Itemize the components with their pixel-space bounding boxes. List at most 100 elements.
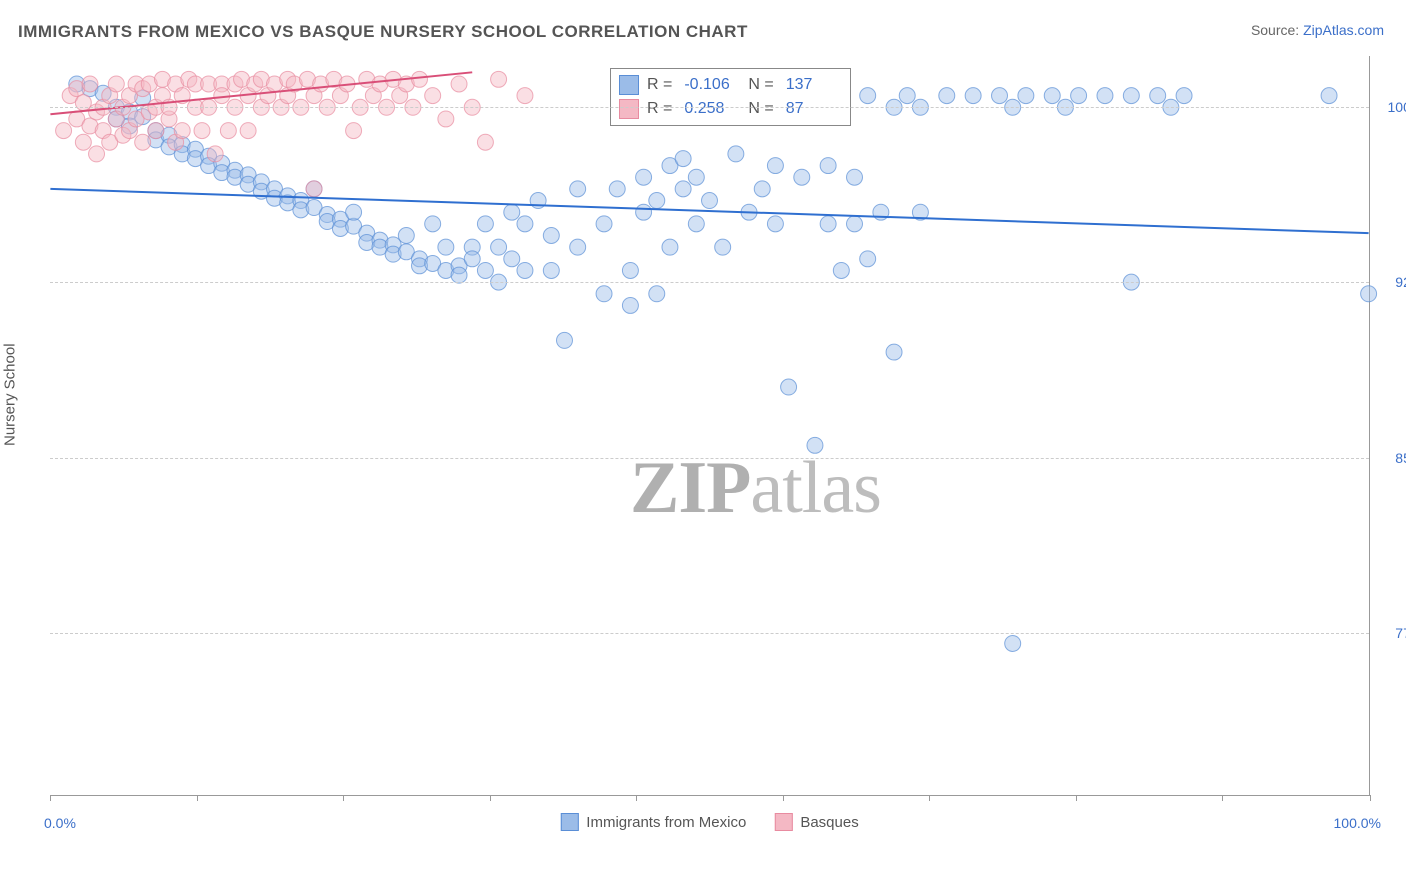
x-tick-mark	[1222, 795, 1223, 801]
data-point	[1071, 88, 1087, 104]
data-point	[622, 297, 638, 313]
data-point	[135, 134, 151, 150]
data-point	[491, 239, 507, 255]
x-axis-max-label: 100.0%	[1334, 815, 1381, 831]
plot-svg	[50, 56, 1369, 795]
data-point	[754, 181, 770, 197]
series-swatch-mexico	[560, 813, 578, 831]
data-point	[807, 437, 823, 453]
data-point	[1018, 88, 1034, 104]
series-legend-item-mexico: Immigrants from Mexico	[560, 813, 746, 831]
y-tick-label: 100.0%	[1388, 99, 1406, 115]
data-point	[1321, 88, 1337, 104]
series-label-mexico: Immigrants from Mexico	[586, 814, 746, 831]
data-point	[781, 379, 797, 395]
data-point	[504, 251, 520, 267]
data-point	[517, 262, 533, 278]
data-point	[1150, 88, 1166, 104]
data-point	[820, 216, 836, 232]
gridline-h	[50, 107, 1369, 108]
data-point	[412, 71, 428, 87]
legend-row-mexico: R = -0.106 N = 137	[619, 73, 842, 97]
data-point	[75, 134, 91, 150]
data-point	[715, 239, 731, 255]
data-point	[477, 262, 493, 278]
data-point	[346, 204, 362, 220]
x-tick-mark	[929, 795, 930, 801]
data-point	[438, 239, 454, 255]
x-tick-mark	[197, 795, 198, 801]
data-point	[82, 76, 98, 92]
data-point	[702, 193, 718, 209]
data-point	[649, 286, 665, 302]
source-attribution: Source: ZipAtlas.com	[1251, 22, 1384, 38]
source-link[interactable]: ZipAtlas.com	[1303, 22, 1384, 38]
correlation-legend: R = -0.106 N = 137 R = 0.258 N = 87	[610, 68, 851, 126]
data-point	[1361, 286, 1377, 302]
data-point	[965, 88, 981, 104]
y-tick-label: 92.5%	[1395, 274, 1406, 290]
x-tick-mark	[636, 795, 637, 801]
legend-n-value-mexico: 137	[786, 76, 842, 94]
data-point	[148, 123, 164, 139]
data-point	[860, 251, 876, 267]
data-point	[398, 228, 414, 244]
x-tick-mark	[490, 795, 491, 801]
y-tick-label: 77.5%	[1395, 625, 1406, 641]
data-point	[847, 216, 863, 232]
data-point	[688, 169, 704, 185]
y-axis-label: Nursery School	[2, 343, 19, 446]
legend-r-label: R =	[647, 76, 672, 94]
data-point	[477, 134, 493, 150]
data-point	[886, 344, 902, 360]
data-point	[451, 76, 467, 92]
x-axis-min-label: 0.0%	[44, 815, 76, 831]
x-tick-mark	[50, 795, 51, 801]
legend-row-basques: R = 0.258 N = 87	[619, 97, 842, 121]
data-point	[220, 123, 236, 139]
x-tick-mark	[343, 795, 344, 801]
source-label: Source:	[1251, 22, 1303, 38]
legend-n-label: N =	[748, 76, 773, 94]
data-point	[425, 216, 441, 232]
data-point	[425, 88, 441, 104]
data-point	[438, 111, 454, 127]
data-point	[464, 251, 480, 267]
data-point	[1005, 635, 1021, 651]
data-point	[477, 216, 493, 232]
data-point	[504, 204, 520, 220]
data-point	[596, 286, 612, 302]
data-point	[675, 181, 691, 197]
data-point	[992, 88, 1008, 104]
x-tick-mark	[783, 795, 784, 801]
data-point	[767, 216, 783, 232]
data-point	[860, 88, 876, 104]
y-tick-label: 85.0%	[1395, 450, 1406, 466]
data-point	[214, 88, 230, 104]
gridline-h	[50, 633, 1369, 634]
data-point	[609, 181, 625, 197]
data-point	[557, 332, 573, 348]
data-point	[688, 216, 704, 232]
data-point	[596, 216, 612, 232]
x-tick-mark	[1076, 795, 1077, 801]
data-point	[570, 239, 586, 255]
data-point	[820, 158, 836, 174]
legend-swatch-mexico	[619, 75, 639, 95]
data-point	[207, 146, 223, 162]
data-point	[194, 123, 210, 139]
data-point	[108, 76, 124, 92]
data-point	[306, 181, 322, 197]
series-label-basques: Basques	[800, 814, 858, 831]
data-point	[240, 123, 256, 139]
series-legend: Immigrants from Mexico Basques	[560, 813, 858, 831]
data-point	[491, 71, 507, 87]
data-point	[89, 146, 105, 162]
data-point	[794, 169, 810, 185]
data-point	[451, 267, 467, 283]
data-point	[570, 181, 586, 197]
data-point	[622, 262, 638, 278]
data-point	[174, 123, 190, 139]
data-point	[899, 88, 915, 104]
legend-n-label: N =	[748, 100, 773, 118]
